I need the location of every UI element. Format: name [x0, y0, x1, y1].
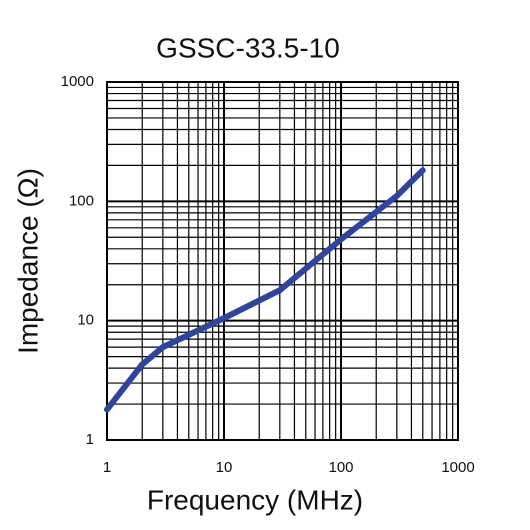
chart-title: GSSC-33.5-10 — [156, 32, 340, 63]
y-axis-label: Impedance (Ω) — [12, 168, 43, 354]
x-tick-label: 100 — [328, 459, 353, 476]
x-tick-label: 1000 — [441, 459, 474, 476]
y-tick-label: 1 — [86, 431, 94, 448]
y-tick-label: 100 — [69, 192, 94, 209]
plot-frame — [106, 81, 459, 441]
x-tick-label: 10 — [216, 459, 233, 476]
data-line — [104, 167, 426, 413]
x-tick-label: 1 — [103, 459, 111, 476]
x-axis-label: Frequency (MHz) — [147, 484, 363, 515]
y-tick-label: 1000 — [61, 73, 94, 90]
y-tick-label: 10 — [77, 312, 94, 329]
